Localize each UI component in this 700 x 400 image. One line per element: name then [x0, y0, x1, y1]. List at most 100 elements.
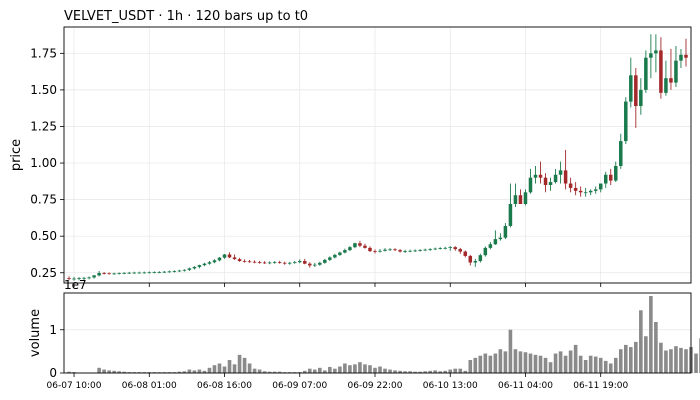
volume-bar: [659, 342, 663, 373]
candle-body: [649, 53, 653, 58]
volume-bar: [272, 371, 277, 373]
volume-bar: [588, 355, 593, 373]
candle-body: [67, 278, 71, 279]
volume-bar: [418, 371, 422, 373]
candle-body: [348, 247, 352, 251]
volume-bar: [669, 349, 673, 373]
candle-body: [287, 262, 292, 264]
candle-body: [112, 273, 116, 275]
volume-bar: [107, 370, 111, 373]
volume-bar: [227, 360, 232, 373]
volume-bar: [423, 371, 427, 373]
volume-bars: [67, 296, 700, 373]
price-y-ticks: 0.25 0.50 0.75 1.00 1.25 1.50 1.75: [30, 46, 64, 280]
candle-body: [72, 278, 76, 280]
candle-body: [242, 261, 247, 262]
time-x-ticks: 06-07 10:00 06-08 01:00 06-08 16:00 06-09 0…: [47, 283, 628, 391]
volume-bar: [117, 371, 121, 373]
volume-bar: [684, 349, 688, 373]
volume-y-ticks: 01: [49, 323, 64, 380]
candle-body: [368, 247, 372, 252]
candle-body: [624, 101, 628, 142]
time-tick-label: 06-10 13:00: [423, 381, 478, 391]
candle-body: [227, 254, 232, 258]
candle-body: [202, 263, 207, 266]
volume-bar: [323, 370, 327, 373]
candle-body: [634, 75, 638, 106]
volume-bar: [247, 363, 252, 373]
volume-bar: [277, 371, 282, 373]
candle-body: [252, 261, 257, 263]
price-tick-label: 0.50: [30, 229, 57, 243]
candles: [67, 34, 688, 281]
candle-body: [443, 247, 447, 249]
time-tick-label: 06-08 01:00: [122, 381, 177, 391]
volume-bar: [112, 370, 116, 373]
candle-body: [217, 257, 222, 261]
volume-bar: [378, 366, 382, 373]
candle-body: [518, 195, 523, 205]
candle-body: [423, 249, 427, 251]
volume-bar: [312, 369, 317, 373]
volume-bar: [488, 355, 493, 373]
candle-body: [262, 262, 267, 264]
volume-bar: [257, 369, 262, 373]
candle-body: [313, 264, 317, 266]
volume-bar: [538, 355, 543, 373]
candle-body: [588, 190, 593, 193]
candle-body: [408, 250, 412, 252]
candle-body: [318, 262, 322, 265]
volume-bar: [398, 370, 402, 373]
volume-bar: [503, 351, 508, 373]
candle-body: [538, 174, 543, 178]
price-tick-label: 0.25: [30, 266, 57, 280]
candle-body: [654, 50, 658, 54]
candle-body: [463, 251, 468, 256]
candle-body: [358, 243, 362, 246]
candle-body: [363, 245, 367, 248]
candle-body: [237, 259, 242, 262]
volume-bar: [618, 349, 623, 373]
volume-bar: [463, 370, 468, 373]
candle-body: [87, 277, 91, 279]
candle-body: [353, 243, 357, 248]
price-tick-label: 1.00: [30, 156, 57, 170]
candle-body: [137, 272, 141, 274]
candle-body: [503, 225, 508, 238]
chart-title: VELVET_USDT · 1h · 120 bars up to t0: [64, 9, 308, 24]
candle-body: [629, 75, 633, 102]
volume-bar: [222, 366, 227, 373]
volume-bar: [338, 366, 342, 373]
candle-body: [192, 266, 197, 269]
volume-bar: [694, 353, 698, 373]
volume-bar: [102, 369, 106, 373]
volume-bar: [348, 365, 352, 373]
volume-bar: [573, 344, 578, 373]
candle-body: [328, 257, 332, 260]
volume-bar: [182, 371, 187, 373]
price-axes-frame: [63, 26, 692, 284]
candle-body: [508, 204, 513, 226]
volume-bar: [613, 357, 618, 373]
candle-body: [644, 57, 648, 90]
candle-body: [448, 247, 452, 248]
time-tick-label: 06-09 22:00: [348, 381, 403, 391]
candle-body: [388, 249, 392, 251]
candle-body: [669, 78, 673, 83]
volume-bar: [568, 350, 573, 373]
candle-body: [573, 187, 578, 191]
candle-body: [383, 249, 387, 251]
time-tick-label: 06-11 19:00: [573, 381, 628, 391]
price-tick-label: 0.75: [30, 193, 57, 207]
candle-body: [568, 183, 573, 188]
candle-body: [523, 192, 528, 205]
candle-body: [664, 78, 668, 93]
candle-body: [167, 271, 172, 273]
volume-bar: [388, 369, 392, 373]
candle-body: [77, 278, 81, 279]
volume-bar: [448, 369, 453, 373]
volume-bar: [358, 362, 362, 373]
candle-body: [127, 272, 131, 274]
volume-bar: [558, 351, 563, 373]
